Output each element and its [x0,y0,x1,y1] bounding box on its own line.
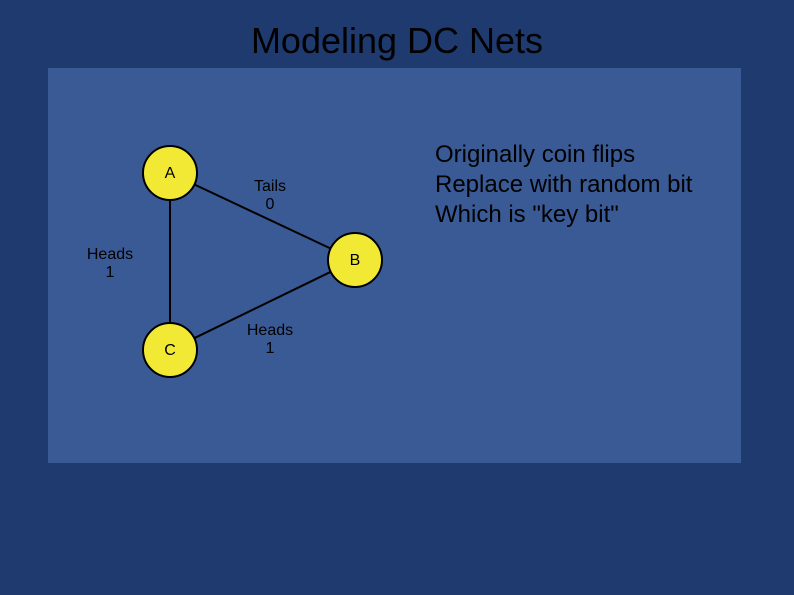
edge-label: Heads [87,246,133,263]
edge-label: Heads [247,322,293,339]
dc-net-diagram: Tails0Heads1Heads1ABC [60,135,400,395]
diagram-svg: Tails0Heads1Heads1ABC [60,135,400,395]
bullet-line: Which is "key bit" [435,200,692,230]
edge-label-value: 1 [106,264,115,281]
edge-label-value: 0 [266,196,275,213]
slide: Modeling DC Nets Originally coin flips R… [0,0,794,595]
edge-label-value: 1 [266,340,275,357]
node-label: C [164,342,176,359]
bullet-line: Replace with random bit [435,170,692,200]
bullet-list: Originally coin flips Replace with rando… [435,140,692,230]
slide-title: Modeling DC Nets [0,20,794,62]
node-label: B [350,252,361,269]
edge-label: Tails [254,178,286,195]
node-label: A [165,165,176,182]
bullet-line: Originally coin flips [435,140,692,170]
